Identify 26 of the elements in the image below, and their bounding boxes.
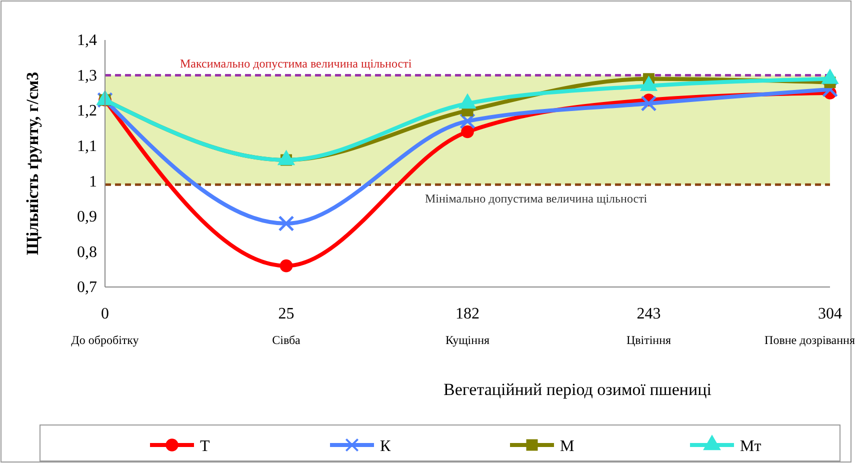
y-tick-label: 1 [89,173,97,190]
y-tick-label: 1,2 [77,102,97,120]
legend-label: М [560,438,574,455]
text: Кущіння [445,333,490,347]
y-tick-label: 1,3 [77,67,97,84]
text: Повне дозрівання [764,333,856,347]
legend-label: Мт [740,438,762,455]
x-tick-label: 182 [456,305,480,322]
x-tick-label: 304 [818,305,842,322]
text: Цвітіння [626,333,672,347]
y-tick-label: 0,7 [77,279,97,296]
x-tick-label: 25 [278,305,294,322]
y-tick-label: 1,1 [77,138,97,155]
ref-line-label: Мінімально допустима величина щільності [425,192,648,206]
y-tick-label: 1,4 [77,32,97,50]
y-tick-label: 0,8 [77,244,97,261]
legend-label: Т [200,438,210,455]
ref-line-label: Максимально допустима величина щільності [180,56,412,70]
x-tick-label: 0 [101,305,109,322]
text: Сівба [272,333,302,347]
legend-label: К [380,438,391,455]
y-tick-label: 0,9 [77,208,97,226]
text: До обробітку [71,333,139,347]
x-axis-title: Вегетаційний період озимої пшениці [444,380,712,399]
y-axis-title: Щільність ґрунту, г/см3 [23,72,42,256]
x-tick-label: 243 [636,305,661,322]
